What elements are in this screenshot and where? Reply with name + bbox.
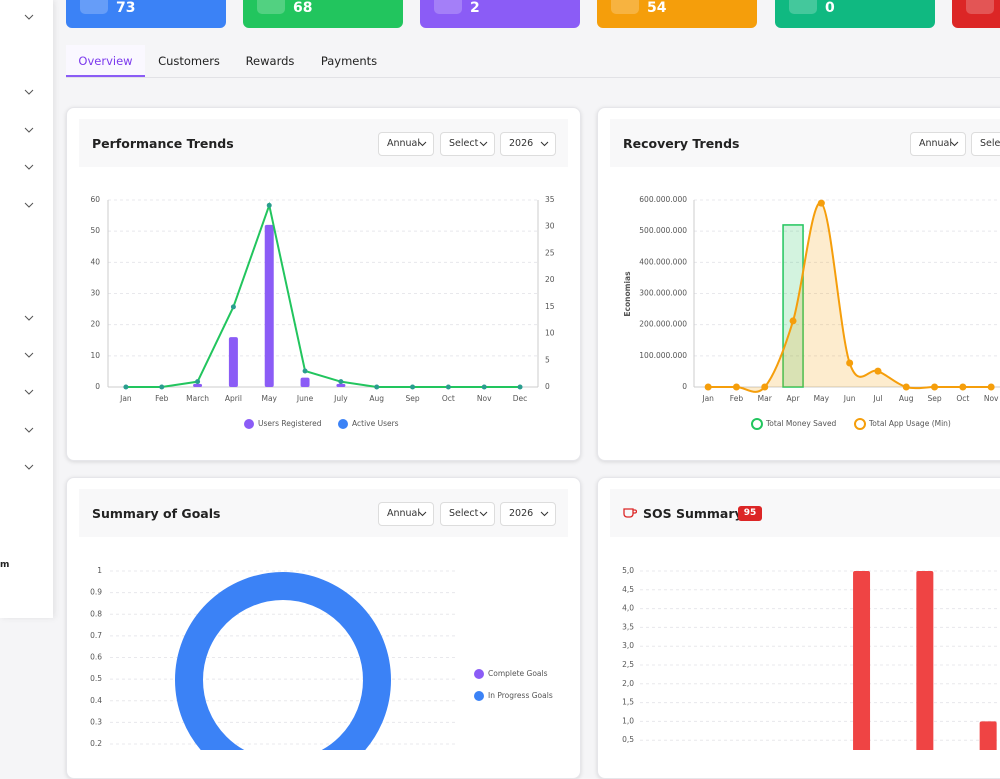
panel: Summary of Goals Annual Select 2026 xyxy=(66,477,581,779)
chevron xyxy=(24,14,34,20)
filter[interactable]: Select xyxy=(971,132,1000,156)
chevron xyxy=(24,164,34,170)
chevron xyxy=(24,464,34,470)
tab[interactable]: Rewards xyxy=(245,54,295,68)
sidebar-text: m xyxy=(0,560,10,570)
badge: 95 xyxy=(738,506,762,521)
chevron xyxy=(24,389,34,395)
filter[interactable]: 2026 xyxy=(500,132,556,156)
stat-value: 54 xyxy=(647,0,667,16)
filter[interactable]: Annual xyxy=(910,132,966,156)
filter[interactable]: Select xyxy=(440,132,495,156)
chevron xyxy=(24,315,34,321)
chevron xyxy=(24,202,34,208)
stat-value: 68 xyxy=(293,0,313,16)
panel-title: Performance Trends xyxy=(92,136,234,151)
cup-icon xyxy=(623,508,637,518)
filter-label: Select xyxy=(449,508,479,519)
chevron xyxy=(24,427,34,433)
filter-label: 2026 xyxy=(509,508,534,519)
panel-title: Recovery Trends xyxy=(623,136,740,151)
tab[interactable]: Payments xyxy=(320,54,378,68)
stat-card[interactable]: 2 xyxy=(420,0,580,28)
chevron xyxy=(24,89,34,95)
chevron xyxy=(24,127,34,133)
panel-title: SOS Summary xyxy=(643,506,743,521)
filter-label: Annual xyxy=(387,138,421,149)
filter-label: Annual xyxy=(387,508,421,519)
sidebar: m xyxy=(0,0,53,618)
tab[interactable]: Overview xyxy=(66,45,145,77)
filter[interactable]: Annual xyxy=(378,132,434,156)
panel: Recovery Trends Annual Select xyxy=(597,107,1000,461)
stat-value: 0 xyxy=(825,0,835,16)
filter[interactable]: Annual xyxy=(378,502,434,526)
panel: Performance Trends Annual Select 2026 xyxy=(66,107,581,461)
panel: SOS Summary 95 xyxy=(597,477,1000,779)
filter[interactable]: 2026 xyxy=(500,502,556,526)
filter-label: 2026 xyxy=(509,138,534,149)
panel-title: Summary of Goals xyxy=(92,506,221,521)
stat-card[interactable]: 54 xyxy=(597,0,757,28)
stat-card[interactable]: 0 xyxy=(775,0,935,28)
stat-card[interactable] xyxy=(952,0,1000,28)
tab[interactable]: Customers xyxy=(158,54,220,68)
stat-value: 2 xyxy=(470,0,480,16)
filter-label: Select xyxy=(980,138,1000,149)
stat-value: 73 xyxy=(116,0,136,16)
stat-card[interactable]: 73 xyxy=(66,0,226,28)
filter[interactable]: Select xyxy=(440,502,495,526)
chevron xyxy=(24,352,34,358)
filter-label: Annual xyxy=(919,138,953,149)
tab-divider xyxy=(66,77,1000,78)
stat-card[interactable]: 68 xyxy=(243,0,403,28)
filter-label: Select xyxy=(449,138,479,149)
